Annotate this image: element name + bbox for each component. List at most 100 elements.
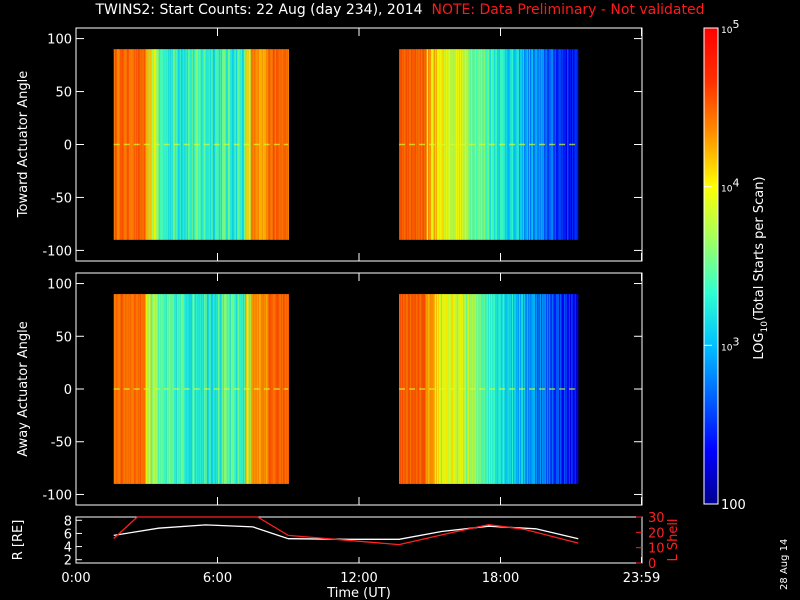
heatmap-column xyxy=(495,49,497,240)
heatmap-column xyxy=(575,49,577,240)
heatmap-column xyxy=(567,294,569,484)
heatmap-column xyxy=(119,49,121,240)
heatmap-column xyxy=(517,294,519,484)
heatmap-column xyxy=(202,294,204,484)
colorbar-tick-base: 10 xyxy=(721,185,733,195)
heatmap-column xyxy=(547,49,549,240)
heatmap-column xyxy=(508,49,510,240)
heatmap-column xyxy=(191,49,193,240)
heatmap-column xyxy=(497,49,499,240)
heatmap-column xyxy=(180,49,182,240)
heatmap-column xyxy=(567,49,569,240)
away-heatmap xyxy=(113,294,579,484)
colorbar-tick-exp: 5 xyxy=(732,18,739,31)
colorbar-tick-label: 104 xyxy=(721,177,739,195)
heatmap-column xyxy=(465,49,467,240)
heatmap-column xyxy=(252,49,254,240)
heatmap-column xyxy=(199,294,201,484)
heatmap-column xyxy=(477,294,479,484)
heatmap-column xyxy=(476,49,478,240)
heatmap-column xyxy=(488,49,490,240)
heatmap-column xyxy=(488,294,490,484)
y-tick-label: 100 xyxy=(47,278,72,293)
heatmap-column xyxy=(527,49,529,240)
heatmap-column xyxy=(425,294,427,484)
heatmap-column xyxy=(269,294,271,484)
heatmap-column xyxy=(141,294,143,484)
heatmap-column xyxy=(468,294,470,484)
heatmap-column xyxy=(251,49,253,240)
heatmap-column xyxy=(211,49,213,240)
heatmap-column xyxy=(160,294,162,484)
footer-date: 28 Aug 14 xyxy=(779,539,790,590)
time-tick-label: 0:00 xyxy=(61,571,90,586)
heatmap-column xyxy=(506,49,508,240)
heatmap-column xyxy=(120,294,122,484)
colorbar-label-rest: (Total Starts per Scan) xyxy=(752,176,767,321)
heatmap-column xyxy=(132,49,134,240)
heatmap-column xyxy=(577,294,579,484)
heatmap-column xyxy=(486,49,488,240)
heatmap-column xyxy=(220,49,222,240)
toward-angle-panel: -100 -50 0 50 100 Toward Actuator Angle xyxy=(16,27,643,262)
chart-title-line: TWINS2: Start Counts: 22 Aug (day 234), … xyxy=(0,2,800,18)
colorbar-tick-base: 10 xyxy=(721,343,733,353)
heatmap-column xyxy=(150,49,152,240)
heatmap-column xyxy=(476,294,478,484)
heatmap-column xyxy=(428,294,430,484)
heatmap-column xyxy=(478,49,480,240)
right-tick-label: 0 xyxy=(648,557,656,572)
heatmap-column xyxy=(272,49,274,240)
heatmap-column xyxy=(415,294,417,484)
heatmap-column xyxy=(576,49,578,240)
heatmap-column xyxy=(140,49,142,240)
heatmap-column xyxy=(545,294,547,484)
heatmap-column xyxy=(536,49,538,240)
heatmap-column xyxy=(130,49,132,240)
colorbar-tick-label: 105 xyxy=(721,18,739,36)
heatmap-column xyxy=(547,294,549,484)
heatmap-column xyxy=(508,294,510,484)
heatmap-column xyxy=(436,294,438,484)
heatmap-column xyxy=(241,49,243,240)
heatmap-column xyxy=(191,294,193,484)
toward-y-ticks: -100 -50 0 50 100 xyxy=(42,33,642,259)
heatmap-column xyxy=(425,49,427,240)
heatmap-column xyxy=(159,294,161,484)
heatmap-column xyxy=(251,294,253,484)
heatmap-column xyxy=(152,294,154,484)
heatmap-column xyxy=(575,294,577,484)
heatmap-column xyxy=(487,294,489,484)
heatmap-column xyxy=(231,294,233,484)
heatmap-column xyxy=(260,294,262,484)
heatmap-column xyxy=(222,49,224,240)
heatmap-column xyxy=(497,294,499,484)
heatmap-column xyxy=(221,49,223,240)
heatmap-column xyxy=(555,294,557,484)
heatmap-column xyxy=(496,294,498,484)
heatmap-column xyxy=(538,294,540,484)
colorbar-tick-exp: 3 xyxy=(732,335,739,348)
heatmap-column xyxy=(455,294,457,484)
heatmap-column xyxy=(199,49,201,240)
heatmap-column xyxy=(209,294,211,484)
heatmap-column xyxy=(262,49,264,240)
colorbar-fill xyxy=(704,28,718,504)
y-tick-label: 50 xyxy=(55,86,72,101)
heatmap-column xyxy=(436,49,438,240)
heatmap-column xyxy=(240,294,242,484)
orbit-series-line xyxy=(113,516,579,546)
heatmap-column xyxy=(259,294,261,484)
heatmap-column xyxy=(446,294,448,484)
heatmap-column xyxy=(179,49,181,240)
orbit-x-ticks xyxy=(75,557,643,563)
heatmap-column xyxy=(130,294,132,484)
heatmap-column xyxy=(555,49,557,240)
heatmap-column xyxy=(230,49,232,240)
preliminary-note: NOTE: Data Preliminary - Not validated xyxy=(431,2,705,18)
heatmap-column xyxy=(171,294,173,484)
orbit-left-label-text: R [RE] xyxy=(11,520,26,561)
